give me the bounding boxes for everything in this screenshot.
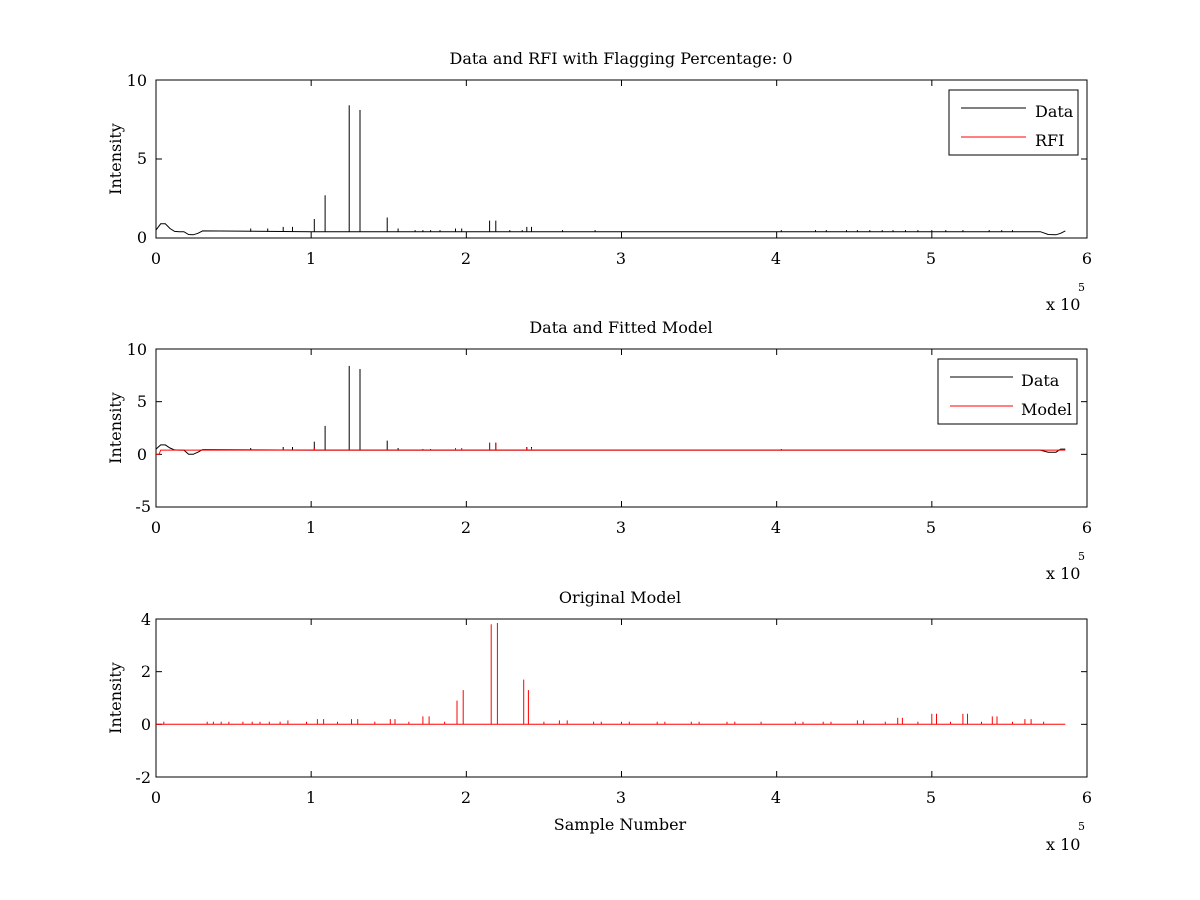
panel-2-x-multiplier-exponent: 5 [1078, 550, 1085, 563]
panel-2-series-model-line [156, 449, 1066, 455]
panel-3-x-multiplier: x 10 [1046, 835, 1080, 854]
panel-1-xtick-1: 1 [306, 249, 316, 268]
panel-2-ytick-2: 5 [137, 392, 147, 411]
panel-3-title: Original Model [559, 588, 681, 607]
panel-2-marks [155, 348, 1088, 508]
panel-3-x-multiplier-exponent: 5 [1078, 820, 1085, 833]
panel-3-ytick-2: 2 [141, 662, 151, 681]
panel-3-xtick-5: 5 [926, 788, 936, 807]
panel-1-x-multiplier: x 10 [1046, 295, 1080, 314]
panel-3-xtick-3: 3 [616, 788, 626, 807]
panel-2-xtick-0: 0 [151, 518, 161, 537]
panel-3-xtick-1: 1 [306, 788, 316, 807]
panel-2-title: Data and Fitted Model [529, 318, 712, 337]
panel-1-xtick-2: 2 [461, 249, 471, 268]
panel-3-xtick-4: 4 [771, 788, 781, 807]
panel-1-xtick-6: 6 [1082, 249, 1092, 268]
panel-1-ylabel: Intensity [106, 123, 125, 195]
panel-2-legend-label-model: Model [1021, 400, 1072, 419]
panel-2-xtick-1: 1 [306, 518, 316, 537]
panel-1-ytick-1: 5 [137, 149, 147, 168]
panel-2-xtick-5: 5 [926, 518, 936, 537]
panel-3: Original Model Intensity -2 0 2 4 0 1 2 … [106, 588, 1092, 854]
panel-1-legend-label-rfi: RFI [1035, 131, 1064, 150]
panel-2-legend-box [937, 358, 1078, 425]
panel-3-ytick-1: 0 [141, 715, 151, 734]
panel-2-legend: Data Model [937, 358, 1078, 425]
panel-1-legend-box [948, 89, 1079, 156]
panel-1-axes-box [155, 79, 1088, 239]
panel-1: Data and RFI with Flagging Percentage: 0… [106, 49, 1092, 314]
panel-1-legend: Data RFI [948, 89, 1079, 156]
panel-1-xtick-0: 0 [151, 249, 161, 268]
panel-1-xtick-5: 5 [926, 249, 936, 268]
panel-2: Data and Fitted Model Intensity -5 0 5 1… [106, 318, 1092, 583]
panel-3-ylabel: Intensity [106, 662, 125, 734]
panel-3-ytick-0: -2 [135, 768, 151, 787]
panel-3-ytick-3: 4 [141, 610, 151, 629]
panel-1-legend-label-data: Data [1035, 102, 1074, 121]
panel-3-marks [155, 618, 1088, 778]
panel-1-x-multiplier-exponent: 5 [1078, 281, 1085, 294]
panel-2-legend-label-data: Data [1021, 371, 1060, 390]
panel-2-axes-box [155, 348, 1088, 508]
panel-1-marks [155, 79, 1088, 239]
panel-1-title: Data and RFI with Flagging Percentage: 0 [449, 49, 792, 68]
panel-1-xtick-3: 3 [616, 249, 626, 268]
panel-3-xtick-2: 2 [461, 788, 471, 807]
panel-3-xtick-6: 6 [1082, 788, 1092, 807]
panel-2-xtick-2: 2 [461, 518, 471, 537]
panel-2-xtick-4: 4 [771, 518, 781, 537]
panel-2-ytick-1: 0 [137, 445, 147, 464]
panel-1-ytick-0: 0 [137, 228, 147, 247]
panel-2-ylabel: Intensity [106, 392, 125, 464]
panel-2-xtick-6: 6 [1082, 518, 1092, 537]
panel-1-xtick-4: 4 [771, 249, 781, 268]
panel-3-axes-box [155, 618, 1088, 778]
panel-2-ytick-0: -5 [135, 497, 151, 516]
panel-2-x-multiplier: x 10 [1046, 564, 1080, 583]
panel-3-xlabel: Sample Number [554, 815, 687, 834]
panel-3-xtick-0: 0 [151, 788, 161, 807]
panel-1-ytick-2: 10 [127, 71, 147, 90]
panel-2-xtick-3: 3 [616, 518, 626, 537]
panel-2-ytick-3: 10 [127, 340, 147, 359]
panel-1-series-data-line [155, 223, 1066, 236]
